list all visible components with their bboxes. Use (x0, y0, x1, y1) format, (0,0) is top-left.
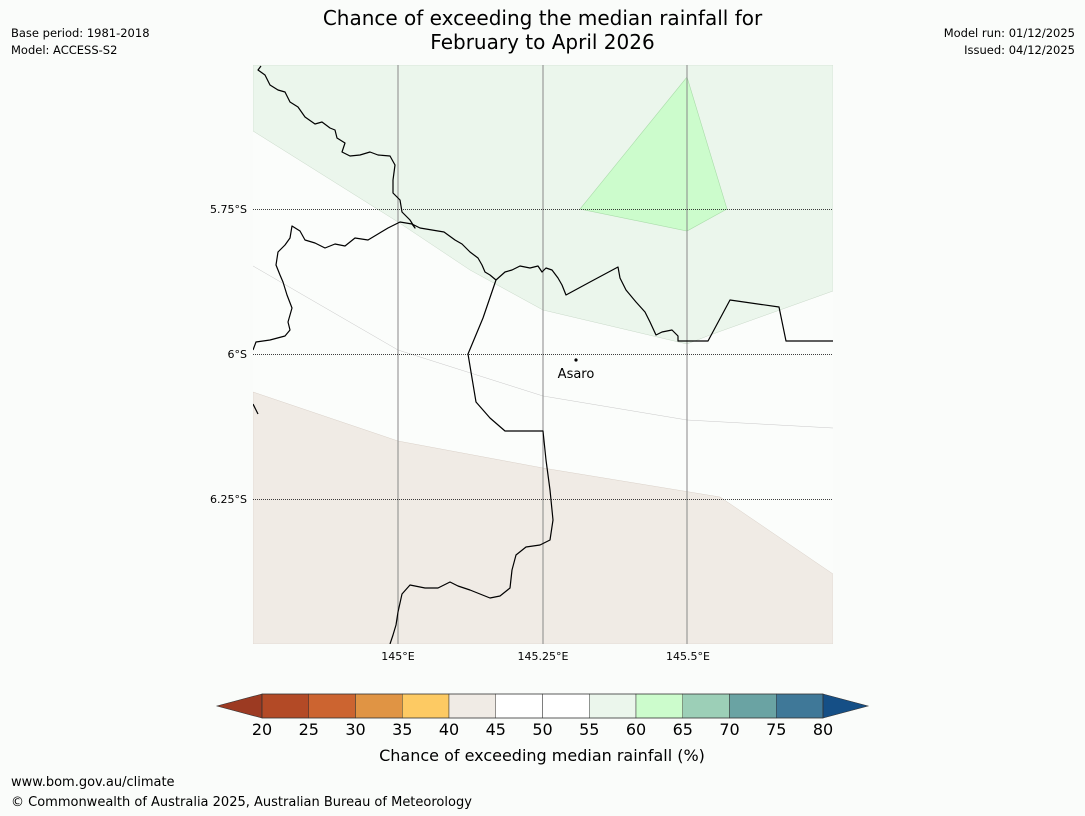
footer-copyright: © Commonwealth of Australia 2025, Austra… (11, 795, 472, 810)
colorbar-cell (682, 693, 730, 719)
colorbar-tick-label: 80 (813, 720, 833, 739)
colorbar-tick-label: 45 (486, 720, 506, 739)
colorbar-title: Chance of exceeding median rainfall (%) (379, 746, 705, 765)
chart-title: Chance of exceeding the median rainfall … (0, 6, 1085, 54)
graticule (253, 65, 833, 644)
province-boundary-south (389, 279, 554, 644)
town-label-asaro: Asaro (558, 367, 595, 382)
lat-label-6-25: 6.25°S (210, 493, 247, 506)
colorbar-cell (542, 693, 590, 719)
lat-label-6: 6°S (228, 348, 247, 361)
lon-label-145: 145°E (381, 650, 414, 663)
colorbar-tick-label: 70 (719, 720, 739, 739)
colorbar-tick-label: 35 (392, 720, 412, 739)
colorbar-tick-label: 30 (345, 720, 365, 739)
colorbar-cell (355, 693, 403, 719)
coast-fragment (253, 403, 259, 415)
colorbar-tick-labels: 20 25 30 35 40 45 50 55 60 65 70 75 80 (252, 720, 833, 739)
title-line-2: February to April 2026 (430, 30, 655, 54)
colorbar-under-arrow (215, 693, 263, 719)
footer-url[interactable]: www.bom.gov.au/climate (11, 775, 175, 790)
lon-label-145-25: 145.25°E (518, 650, 569, 663)
colorbar-tick-label: 75 (766, 720, 786, 739)
lon-label-145-5: 145.5°E (666, 650, 710, 663)
model-run-text: Model run: 01/12/2025 (943, 26, 1075, 40)
issued-text: Issued: 04/12/2025 (964, 43, 1075, 57)
colorbar-cell (635, 693, 683, 719)
colorbar-tick-label: 65 (673, 720, 693, 739)
colorbar-cells (261, 693, 824, 719)
meta-left: Base period: 1981-2018 Model: ACCESS-S2 (11, 25, 150, 59)
base-period-text: Base period: 1981-2018 (11, 26, 150, 40)
colorbar-tick-label: 20 (252, 720, 272, 739)
colorbar-tick-label: 50 (532, 720, 552, 739)
colorbar: 20 25 30 35 40 45 50 55 60 65 70 75 80 Chance of exc… (215, 693, 870, 765)
colorbar-cell (261, 693, 309, 719)
colorbar-over-arrow (822, 693, 870, 719)
colorbar-cell (776, 693, 824, 719)
colorbar-tick-label: 55 (579, 720, 599, 739)
colorbar-cell (589, 693, 637, 719)
title-line-1: Chance of exceeding the median rainfall … (322, 6, 763, 30)
colorbar-tick-label: 25 (299, 720, 319, 739)
province-boundary-east (411, 223, 833, 342)
colorbar-tick-label: 60 (626, 720, 646, 739)
colorbar-cell (308, 693, 356, 719)
lat-label-5-75: 5.75°S (210, 203, 247, 216)
colorbar-cell (402, 693, 450, 719)
map-frame (253, 65, 833, 644)
colorbar-tick-label: 40 (439, 720, 459, 739)
colorbar-cell (448, 693, 496, 719)
meta-right: Model run: 01/12/2025 Issued: 04/12/2025 (944, 25, 1075, 59)
colorbar-cell (729, 693, 777, 719)
colorbar-cell (495, 693, 543, 719)
town-marker-asaro (574, 358, 578, 362)
province-boundary (253, 65, 416, 351)
colorbar-outline (261, 693, 824, 719)
model-text: Model: ACCESS-S2 (11, 43, 118, 57)
